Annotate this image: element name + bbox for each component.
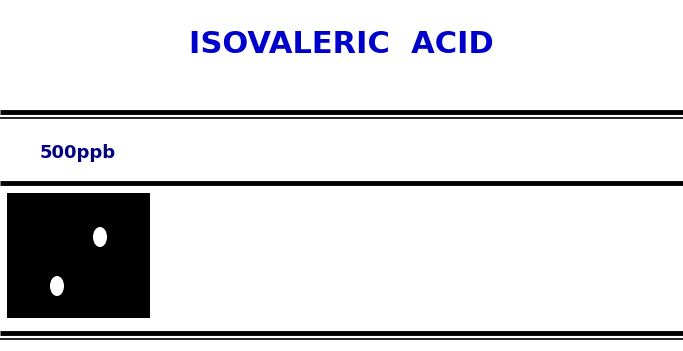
Bar bbox=[7, 193, 150, 318]
Ellipse shape bbox=[93, 227, 107, 247]
Ellipse shape bbox=[50, 276, 64, 296]
Text: 500ppb: 500ppb bbox=[40, 144, 116, 162]
Text: ISOVALERIC  ACID: ISOVALERIC ACID bbox=[189, 30, 494, 59]
